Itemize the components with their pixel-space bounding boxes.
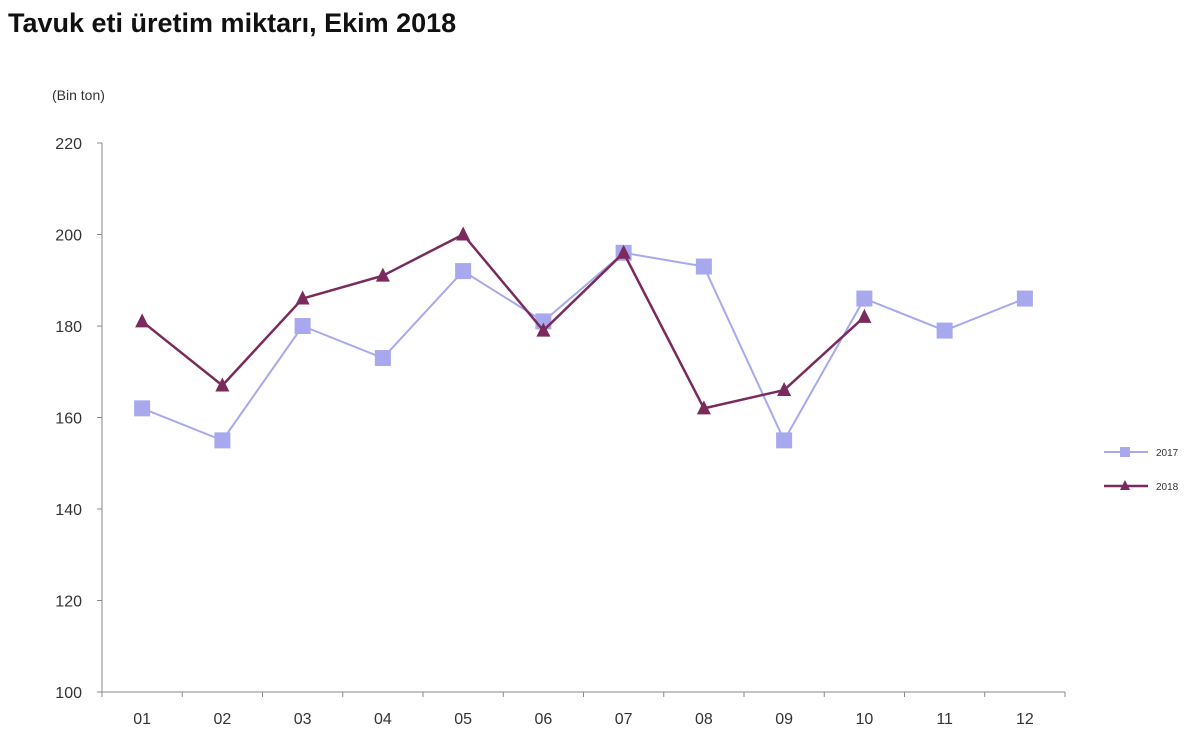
data-point-triangle bbox=[616, 244, 631, 259]
x-tick-label: 12 bbox=[1016, 711, 1034, 728]
y-tick-label: 120 bbox=[55, 594, 82, 611]
legend-label: 2018 bbox=[1156, 482, 1179, 493]
x-tick-label: 11 bbox=[936, 711, 953, 728]
data-point-square bbox=[936, 322, 953, 339]
data-point-triangle bbox=[215, 377, 230, 392]
x-tick-label: 09 bbox=[775, 711, 793, 728]
x-tick-label: 08 bbox=[695, 711, 713, 728]
x-tick-label: 06 bbox=[534, 711, 552, 728]
y-tick-label: 220 bbox=[55, 136, 82, 153]
x-axis-ticks: 01 02 03 04 05 06 07 08 09 10 11 12 bbox=[101, 692, 1066, 728]
chart-title: Tavuk eti üretim miktarı, Ekim 2018 bbox=[8, 8, 457, 38]
data-point-square bbox=[294, 318, 311, 334]
data-point-square bbox=[695, 258, 712, 275]
data-point-square bbox=[776, 432, 793, 449]
x-tick-label: 05 bbox=[454, 711, 472, 728]
data-point-triangle bbox=[696, 400, 711, 415]
series-2018 bbox=[135, 226, 872, 415]
y-tick-label: 180 bbox=[55, 319, 82, 336]
legend-marker-triangle bbox=[1120, 480, 1130, 490]
series-2017 bbox=[134, 244, 1033, 449]
data-point-triangle bbox=[295, 290, 310, 305]
data-point-square bbox=[134, 400, 151, 417]
y-axis-ticks: 100 120 140 160 180 200 220 bbox=[55, 136, 102, 702]
data-point-triangle bbox=[536, 322, 551, 337]
x-tick-label: 04 bbox=[374, 711, 392, 728]
legend-item-2018: 2018 bbox=[1104, 480, 1179, 493]
data-point-triangle bbox=[135, 313, 150, 328]
series-line-2018 bbox=[141, 233, 866, 410]
data-point-square bbox=[1016, 290, 1033, 307]
series-layer bbox=[134, 226, 1033, 449]
y-unit-label: (Bin ton) bbox=[52, 87, 105, 103]
legend-marker-square bbox=[1120, 447, 1130, 457]
x-tick-label: 03 bbox=[294, 711, 312, 728]
y-tick-label: 140 bbox=[55, 502, 82, 519]
axes bbox=[101, 143, 1065, 693]
data-point-square bbox=[374, 350, 391, 367]
data-point-triangle bbox=[375, 267, 390, 282]
y-tick-label: 160 bbox=[55, 411, 82, 428]
legend: 2017 2018 bbox=[1104, 447, 1179, 493]
data-point-triangle bbox=[456, 226, 471, 241]
legend-item-2017: 2017 bbox=[1104, 447, 1179, 459]
y-tick-label: 100 bbox=[55, 685, 82, 702]
y-tick-label: 200 bbox=[55, 228, 82, 245]
data-point-square bbox=[856, 290, 873, 307]
data-point-square bbox=[214, 432, 231, 449]
data-point-square bbox=[455, 263, 472, 280]
x-tick-label: 10 bbox=[855, 711, 873, 728]
legend-label: 2017 bbox=[1156, 448, 1179, 459]
x-tick-label: 02 bbox=[213, 711, 231, 728]
data-point-triangle bbox=[857, 308, 872, 323]
x-tick-label: 01 bbox=[133, 711, 151, 728]
data-point-triangle bbox=[777, 382, 792, 397]
series-line-2017 bbox=[141, 251, 1026, 442]
x-tick-label: 07 bbox=[615, 711, 633, 728]
